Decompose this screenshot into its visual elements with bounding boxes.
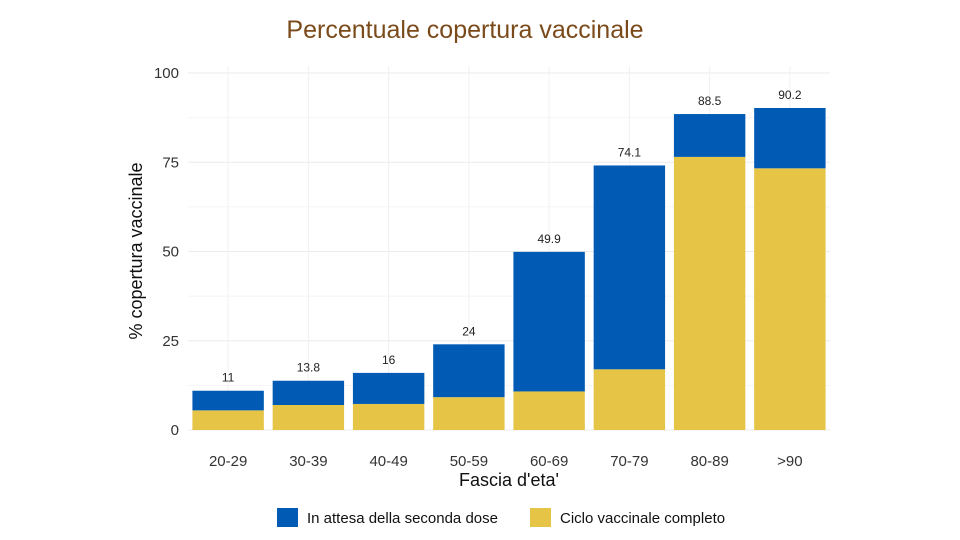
x-tick-label: >90 xyxy=(777,453,802,470)
bar-total-label: 11 xyxy=(222,371,235,385)
bar-segment-completo xyxy=(352,403,425,430)
legend-swatch xyxy=(530,508,551,527)
bar-total-label: 88.5 xyxy=(698,94,722,108)
bar-segment-attesa xyxy=(754,107,826,169)
bar-segment-completo xyxy=(272,405,345,430)
x-axis-ticks: 20-29 30-39 40-49 50-59 60-69 70-79 80-89 >90 xyxy=(209,453,803,470)
bar-segment-attesa xyxy=(673,114,746,157)
bar-total-label: 13.8 xyxy=(297,361,321,375)
x-tick-label: 40-49 xyxy=(369,453,407,470)
x-tick-label: 30-39 xyxy=(289,453,327,470)
chart-title: Percentuale copertura vaccinale xyxy=(286,16,644,44)
legend-label: In attesa della seconda dose xyxy=(307,510,498,527)
bar-total-label: 49.9 xyxy=(537,232,561,246)
bar-segment-completo xyxy=(754,168,826,430)
bar-total-labels: 11 13.8 16 24 49.9 74.1 88.5 90.2 xyxy=(222,88,802,385)
y-axis-title: % copertura vaccinale xyxy=(126,162,146,339)
x-axis-title: Fascia d'eta' xyxy=(459,470,559,490)
y-axis-ticks: 0 25 50 75 100 xyxy=(154,65,179,439)
x-tick-label: 80-89 xyxy=(690,453,728,470)
bar-segment-completo xyxy=(433,397,505,430)
bar-total-label: 16 xyxy=(382,353,396,367)
x-tick-label: 70-79 xyxy=(610,453,648,470)
bars xyxy=(192,107,826,430)
bar-segment-completo xyxy=(513,391,585,430)
bar-segment-attesa xyxy=(433,344,505,398)
bar-segment-completo xyxy=(192,410,264,430)
bar-segment-attesa xyxy=(513,251,585,392)
bar-total-label: 24 xyxy=(462,324,476,338)
y-tick-label: 0 xyxy=(171,422,179,439)
bar-segment-attesa xyxy=(352,372,425,404)
bar-total-label: 90.2 xyxy=(778,88,802,102)
bar-segment-attesa xyxy=(192,390,264,411)
bar-segment-attesa xyxy=(272,380,345,406)
legend-swatch xyxy=(277,508,298,527)
y-tick-label: 100 xyxy=(154,65,179,82)
bar-total-label: 74.1 xyxy=(618,145,642,159)
y-tick-label: 25 xyxy=(162,333,179,350)
legend-label: Ciclo vaccinale completo xyxy=(560,510,725,527)
bar-segment-completo xyxy=(673,156,746,430)
bar-segment-completo xyxy=(593,369,666,430)
bar-segment-attesa xyxy=(593,165,666,370)
x-tick-label: 60-69 xyxy=(530,453,568,470)
x-tick-label: 50-59 xyxy=(450,453,488,470)
legend: In attesa della seconda dose Ciclo vaccin… xyxy=(277,508,725,527)
x-tick-label: 20-29 xyxy=(209,453,247,470)
y-tick-label: 50 xyxy=(162,244,179,261)
y-tick-label: 75 xyxy=(162,154,179,171)
